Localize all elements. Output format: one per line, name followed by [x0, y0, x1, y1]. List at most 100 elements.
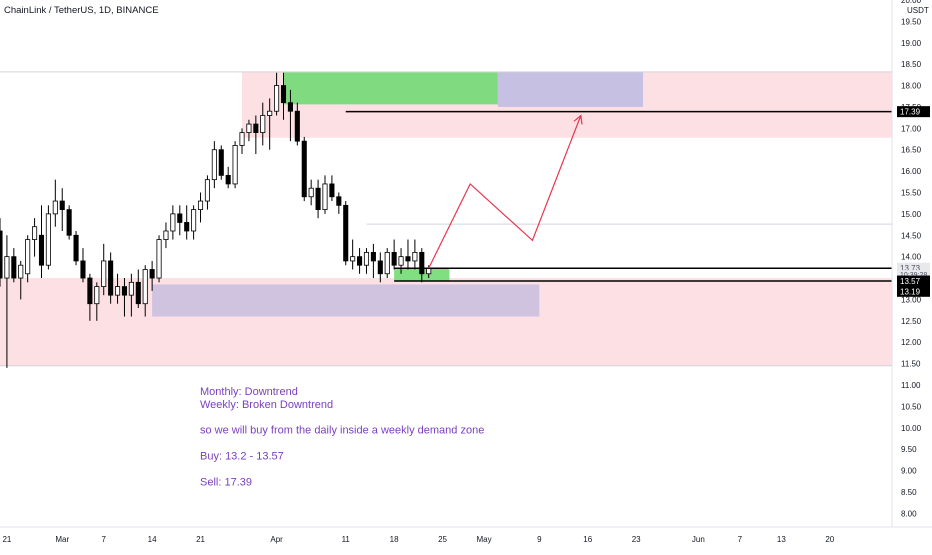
- candle: [108, 252, 114, 304]
- annotation-line: Buy: 13.2 - 13.57: [200, 451, 284, 463]
- zones-layer: [0, 71, 892, 366]
- candle-body-down: [218, 149, 224, 176]
- candle: [357, 248, 363, 274]
- candle-body-down: [419, 251, 425, 275]
- price-tick-label: 15.50: [901, 188, 922, 197]
- price-label-text: 13.19: [900, 287, 921, 296]
- candle-body-up: [204, 179, 210, 202]
- candle-body-down: [315, 187, 321, 211]
- price-tick-label: 8.00: [901, 509, 917, 518]
- candle: [322, 175, 328, 214]
- candle-body-down: [108, 260, 114, 296]
- candle: [52, 179, 58, 227]
- candle-body-up: [267, 110, 273, 116]
- price-tick-label: 14.50: [901, 231, 922, 240]
- candle-body-down: [184, 222, 190, 232]
- time-tick-label: 13: [777, 535, 786, 544]
- upper-green-zone: [283, 72, 498, 105]
- candle-body-up: [101, 260, 107, 287]
- candle: [287, 89, 293, 142]
- candle-body-up: [52, 200, 58, 215]
- candle: [45, 205, 51, 270]
- candle: [197, 192, 204, 223]
- time-tick-label: Apr: [270, 535, 283, 544]
- time-tick-label: 16: [583, 535, 592, 544]
- price-tick-label: 17.00: [901, 124, 922, 133]
- time-tick-label: 18: [390, 535, 399, 544]
- time-tick-label: May: [476, 535, 491, 544]
- time-tick-label: Jun: [692, 535, 705, 544]
- candle-body-up: [274, 85, 280, 112]
- candle-body-down: [294, 110, 300, 142]
- price-label-box: [897, 262, 930, 274]
- price-tick-label: 13.00: [901, 295, 922, 304]
- candle-body-up: [142, 269, 148, 305]
- price-tick-label: 18.00: [901, 82, 922, 91]
- candle-body-up: [398, 256, 404, 266]
- candle: [66, 205, 72, 240]
- price-tick-label: 10.00: [901, 424, 922, 433]
- price-axis[interactable]: 20.0019.5019.0018.5018.0017.5017.0016.50…: [891, 0, 930, 527]
- candle: [336, 192, 342, 214]
- time-tick-label: 7: [101, 535, 106, 544]
- candle-body-up: [211, 149, 217, 181]
- candle-body-down: [121, 286, 128, 296]
- price-tick-label: 20.00: [901, 0, 922, 5]
- candle-body-down: [66, 209, 72, 236]
- candle-body-up: [384, 251, 390, 275]
- candle-body-up: [322, 183, 328, 211]
- price-tick-label: 12.00: [901, 338, 922, 347]
- candle-body-down: [225, 174, 231, 185]
- candle-body-down: [73, 234, 79, 262]
- candle: [38, 205, 45, 279]
- candle: [87, 273, 93, 321]
- candle-body-down: [336, 196, 342, 206]
- time-tick-label: 7: [738, 535, 743, 544]
- candle-body-up: [239, 132, 245, 146]
- candle-body-up: [170, 213, 176, 232]
- annotation-line: Monthly: Downtrend: [200, 386, 298, 398]
- candle: [398, 248, 404, 274]
- time-tick-label: 25: [438, 535, 447, 544]
- candle-body-up: [25, 239, 31, 275]
- price-label-box: [897, 106, 930, 118]
- candle-body-up: [163, 230, 169, 240]
- price-label-box: [897, 275, 930, 287]
- candle: [412, 239, 418, 270]
- candle-body-up: [156, 239, 162, 279]
- grey-lines-layer: [0, 71, 892, 367]
- candle: [343, 201, 349, 266]
- candle-body-down: [405, 256, 411, 262]
- price-label-text: 13.73: [900, 264, 921, 273]
- candle-body-down: [11, 256, 17, 279]
- price-tick-label: 14.00: [901, 253, 922, 262]
- candle: [350, 239, 356, 270]
- time-axis[interactable]: 21 Mar 7 14 21 Apr 11 18 25 May 9 16 23 Jun 7 13 20: [0, 526, 932, 544]
- price-label-box: [897, 270, 930, 280]
- price-tick-label: 19.50: [901, 17, 922, 26]
- candle: [211, 141, 217, 189]
- candle-body-up: [18, 264, 24, 279]
- upper-purple-zone: [497, 71, 644, 107]
- candle: [0, 218, 3, 287]
- candle: [25, 235, 31, 283]
- projection-layer: [428, 114, 583, 269]
- candle: [184, 205, 190, 240]
- candle: [239, 128, 245, 154]
- candle: [294, 102, 300, 146]
- candle: [73, 230, 79, 266]
- candle-body-down: [343, 204, 349, 262]
- candles-layer: [0, 72, 432, 368]
- candle: [177, 205, 183, 236]
- price-tick-label: 8.50: [901, 488, 917, 497]
- candle-body-down: [329, 183, 335, 198]
- price-tick-label: 12.50: [901, 317, 922, 326]
- candle: [191, 205, 197, 240]
- time-tick-label: 11: [342, 535, 351, 544]
- price-tick-label: 16.50: [901, 146, 922, 155]
- candle: [405, 239, 411, 270]
- levels-layer: [345, 110, 892, 282]
